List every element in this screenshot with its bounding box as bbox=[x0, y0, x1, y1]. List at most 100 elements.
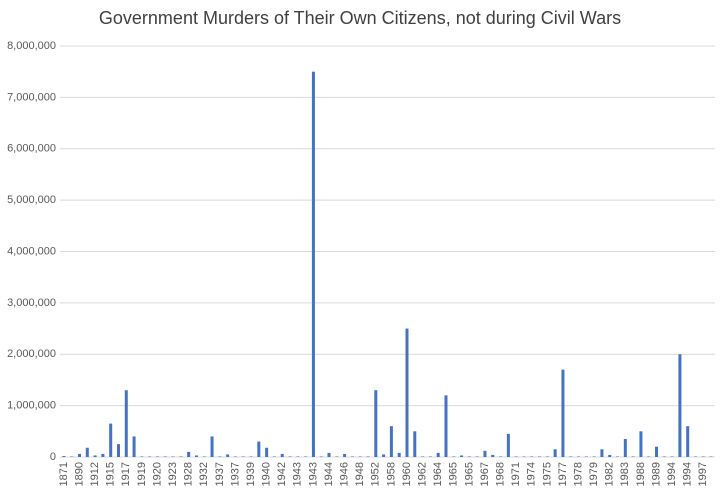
bar bbox=[623, 439, 627, 457]
y-tick-label: 1,000,000 bbox=[7, 400, 56, 412]
x-tick-label: 1978 bbox=[572, 462, 584, 486]
bar bbox=[335, 456, 339, 457]
bar bbox=[288, 456, 292, 457]
bar bbox=[343, 453, 347, 457]
bar bbox=[265, 447, 269, 457]
bar bbox=[218, 456, 222, 457]
bar bbox=[70, 456, 74, 457]
bar bbox=[506, 433, 510, 457]
x-tick-label: 1962 bbox=[416, 462, 428, 486]
bar bbox=[140, 456, 144, 457]
bar bbox=[194, 455, 198, 457]
bar bbox=[499, 456, 503, 457]
x-tick-label: 1915 bbox=[105, 462, 117, 486]
bar bbox=[475, 456, 479, 457]
bar bbox=[311, 71, 315, 457]
y-tick-label: 6,000,000 bbox=[7, 143, 56, 155]
bar bbox=[93, 455, 97, 457]
bar bbox=[241, 456, 245, 457]
bar bbox=[280, 453, 284, 457]
bar bbox=[350, 456, 354, 457]
bar bbox=[109, 423, 113, 457]
bar bbox=[374, 390, 378, 457]
bar bbox=[358, 456, 362, 457]
bar bbox=[249, 456, 253, 457]
bar bbox=[389, 426, 393, 457]
bar bbox=[366, 456, 370, 457]
x-tick-label: 1979 bbox=[588, 462, 600, 486]
x-tick-label: 1952 bbox=[370, 462, 382, 486]
x-tick-label: 1943 bbox=[292, 462, 304, 486]
y-tick-label: 8,000,000 bbox=[7, 40, 56, 52]
x-tick-label: 1982 bbox=[604, 462, 616, 486]
bar bbox=[327, 452, 331, 457]
x-tick-label: 1983 bbox=[619, 462, 631, 486]
x-tick-label: 1939 bbox=[245, 462, 257, 486]
x-tick-label: 1965 bbox=[463, 462, 475, 486]
x-tick-label: 1989 bbox=[650, 462, 662, 486]
bar bbox=[397, 452, 401, 457]
x-tick-label: 1988 bbox=[635, 462, 647, 486]
bar bbox=[491, 454, 495, 457]
x-tick-label: 1967 bbox=[479, 462, 491, 486]
bar bbox=[561, 369, 565, 457]
bar bbox=[319, 456, 323, 457]
bar bbox=[272, 456, 276, 457]
bar bbox=[233, 456, 237, 457]
x-tick-label: 1932 bbox=[198, 462, 210, 486]
bar bbox=[210, 436, 214, 457]
bar bbox=[148, 456, 152, 457]
bar bbox=[545, 456, 549, 457]
x-tick-label: 1923 bbox=[167, 462, 179, 486]
bar bbox=[678, 354, 682, 457]
x-tick-label: 1965 bbox=[448, 462, 460, 486]
bar bbox=[631, 456, 635, 457]
x-tick-label: 1917 bbox=[120, 462, 132, 486]
y-tick-label: 3,000,000 bbox=[7, 297, 56, 309]
x-tick-label: 1943 bbox=[307, 462, 319, 486]
bar bbox=[163, 456, 167, 457]
bar bbox=[662, 456, 666, 457]
bar bbox=[202, 456, 206, 457]
bar bbox=[655, 446, 659, 457]
bar bbox=[584, 456, 588, 457]
bar bbox=[467, 456, 471, 457]
bar bbox=[428, 456, 432, 457]
x-tick-label: 1997 bbox=[697, 462, 709, 486]
x-tick-label: 1975 bbox=[541, 462, 553, 486]
y-tick-label: 0 bbox=[50, 451, 56, 463]
bar bbox=[553, 449, 557, 457]
x-tick-label: 1971 bbox=[510, 462, 522, 486]
x-tick-label: 1890 bbox=[73, 462, 85, 486]
bar bbox=[132, 436, 136, 457]
bar bbox=[522, 456, 526, 457]
x-tick-label: 1960 bbox=[401, 462, 413, 486]
x-tick-label: 1871 bbox=[58, 462, 70, 486]
bar bbox=[483, 450, 487, 457]
x-tick-label: 1946 bbox=[339, 462, 351, 486]
bar bbox=[514, 456, 518, 457]
bar bbox=[600, 449, 604, 457]
x-tick-label: 1994 bbox=[666, 462, 678, 486]
bar bbox=[592, 456, 596, 457]
x-tick-label: 1919 bbox=[136, 462, 148, 486]
chart-title: Government Murders of Their Own Citizens… bbox=[99, 8, 621, 28]
bar bbox=[701, 456, 705, 457]
y-tick-label: 7,000,000 bbox=[7, 91, 56, 103]
x-tick-label: 1977 bbox=[557, 462, 569, 486]
bar bbox=[639, 431, 643, 457]
bar bbox=[436, 452, 440, 457]
bar bbox=[569, 456, 573, 457]
x-tick-label: 1974 bbox=[526, 462, 538, 486]
bar bbox=[155, 456, 159, 457]
bar bbox=[101, 453, 105, 457]
y-tick-label: 2,000,000 bbox=[7, 348, 56, 360]
bar bbox=[77, 453, 81, 457]
bar bbox=[686, 426, 690, 457]
bar bbox=[709, 456, 713, 457]
bar bbox=[647, 456, 651, 457]
x-tick-label: 1937 bbox=[214, 462, 226, 486]
bar bbox=[296, 456, 300, 457]
